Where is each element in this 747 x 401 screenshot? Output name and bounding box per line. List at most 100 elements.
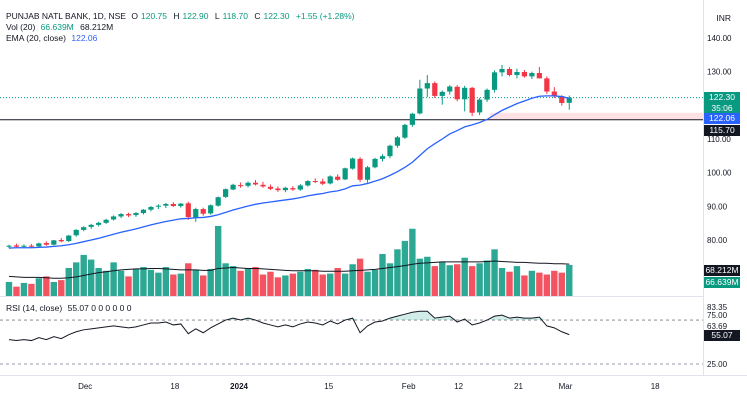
candle-body [28, 245, 35, 247]
candle-body [88, 224, 94, 227]
candle [13, 243, 20, 248]
candle [506, 67, 513, 77]
candle-body [208, 205, 214, 214]
ema-badge: 122.06 [704, 113, 740, 124]
rsi-value: 55.07 [67, 303, 89, 313]
candle-body [81, 227, 87, 230]
volume-bar [551, 270, 558, 296]
time-tick-label: Mar [559, 382, 573, 391]
countdown-badge: 35:06 [704, 103, 740, 113]
candle-body [462, 87, 468, 100]
open-label: O [131, 11, 138, 21]
time-tick-label: Dec [78, 382, 92, 391]
candle-body [58, 240, 64, 242]
volume-bar [73, 262, 80, 296]
candle-body [230, 184, 236, 190]
candle-body [469, 87, 475, 113]
candle [484, 88, 490, 102]
volume-bar [558, 272, 565, 296]
volume-bar [401, 240, 409, 296]
volume-bar [192, 269, 199, 296]
volume-bar [140, 267, 147, 296]
volume-bar [304, 268, 311, 296]
candle-body [544, 78, 550, 92]
candle-body [237, 185, 244, 187]
close-label: C [254, 11, 261, 21]
volume-bar [65, 267, 72, 296]
candle-body [133, 213, 139, 216]
candle [133, 212, 139, 217]
candle-body [559, 96, 565, 103]
hline-badge[interactable]: 115.70 [704, 125, 740, 136]
volume-bar [439, 261, 446, 296]
volume-bar [476, 263, 483, 296]
volume-bar [371, 269, 379, 296]
candle [469, 86, 475, 117]
candle [350, 157, 356, 170]
candle-body [551, 91, 557, 97]
candle [491, 70, 498, 93]
candle [170, 202, 176, 208]
volume-bar [491, 249, 498, 296]
volume-bar [185, 263, 192, 296]
volume-bar [170, 274, 177, 296]
candle-body [6, 245, 12, 247]
candle [462, 85, 468, 112]
candle-body [379, 156, 386, 159]
candle-body [499, 68, 505, 73]
price-tick-label: 100.00 [707, 169, 732, 178]
candle [245, 181, 251, 188]
candle-body [267, 186, 274, 189]
candle [282, 186, 288, 193]
high-label: H [173, 11, 180, 21]
volume-bar [379, 253, 386, 296]
candle [327, 175, 333, 185]
candle [514, 68, 520, 79]
rsi-badge: 55.07 [704, 330, 740, 341]
volume-bar [394, 249, 401, 296]
candle-body [305, 181, 311, 186]
time-tick-label: 2024 [230, 382, 248, 391]
volume-bar [483, 260, 491, 296]
candle-body [342, 168, 348, 180]
candle [305, 180, 311, 187]
volume-bar [155, 272, 162, 296]
candle-body [110, 216, 117, 220]
volume-bar [147, 269, 155, 296]
candle-body [36, 243, 42, 247]
volume-bar [446, 265, 453, 296]
candle [260, 181, 266, 188]
volume-ma-value: 68.212M [80, 22, 114, 32]
candle [140, 209, 147, 215]
volume-bar [229, 266, 237, 296]
volume-bar [356, 258, 364, 296]
volume-bar [102, 270, 110, 296]
volume-bar [349, 264, 356, 296]
volume-ma-line [8, 260, 570, 279]
candle [252, 180, 259, 186]
candle [320, 178, 326, 186]
candle-body [103, 219, 109, 223]
legend-volume-row: Vol (20) 66.639M 68.212M [6, 22, 113, 33]
volume-bar [513, 266, 521, 296]
volume-bar [5, 281, 13, 296]
candle-body [521, 72, 528, 77]
candle-body [417, 88, 423, 114]
ema-label: EMA (20, close) [6, 33, 66, 43]
currency-label[interactable]: INR [716, 13, 731, 23]
candle-body [13, 245, 20, 247]
candle-body [536, 73, 542, 79]
volume-bar [222, 263, 229, 296]
candle [237, 182, 244, 188]
volume-bar [566, 264, 573, 296]
candle-body [118, 214, 124, 217]
candle [73, 229, 79, 237]
volume-bar [177, 273, 185, 296]
volume-bar [312, 269, 319, 296]
candle-body [364, 167, 371, 180]
candle-body [477, 99, 483, 113]
low-value: 118.70 [222, 11, 248, 21]
candle [499, 64, 505, 77]
price-tick-label: 90.00 [707, 202, 728, 211]
